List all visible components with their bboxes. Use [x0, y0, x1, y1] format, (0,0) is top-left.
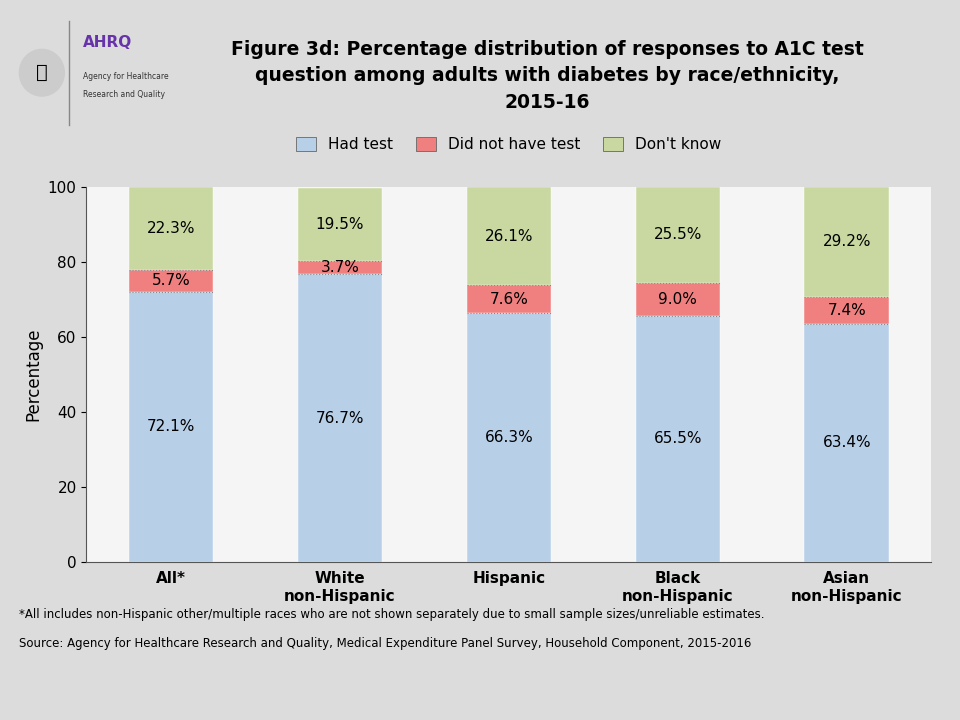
Bar	[129, 270, 213, 292]
Text: 19.5%: 19.5%	[316, 217, 364, 232]
Bar	[636, 187, 720, 283]
Legend: Had test, Did not have test, Don't know: Had test, Did not have test, Don't know	[290, 131, 728, 158]
Text: 7.4%: 7.4%	[828, 303, 866, 318]
Text: 29.2%: 29.2%	[823, 235, 871, 249]
Circle shape	[19, 50, 64, 96]
Text: 5.7%: 5.7%	[152, 274, 190, 289]
Y-axis label: Percentage: Percentage	[24, 328, 42, 421]
Text: 25.5%: 25.5%	[654, 228, 702, 243]
Bar	[298, 188, 382, 261]
Text: 9.0%: 9.0%	[659, 292, 697, 307]
Text: 76.7%: 76.7%	[316, 410, 364, 426]
Text: AHRQ: AHRQ	[84, 35, 132, 50]
Bar	[467, 313, 551, 562]
Bar	[129, 186, 213, 270]
Text: 66.3%: 66.3%	[485, 430, 533, 445]
Bar	[467, 285, 551, 313]
Bar	[804, 297, 889, 324]
Text: Source: Agency for Healthcare Research and Quality, Medical Expenditure Panel Su: Source: Agency for Healthcare Research a…	[19, 637, 752, 650]
Text: Figure 3d: Percentage distribution of responses to A1C test
question among adult: Figure 3d: Percentage distribution of re…	[230, 40, 864, 112]
Bar	[804, 324, 889, 562]
Text: Agency for Healthcare: Agency for Healthcare	[84, 72, 169, 81]
Text: 22.3%: 22.3%	[147, 221, 195, 236]
Bar	[467, 187, 551, 285]
Text: 65.5%: 65.5%	[654, 431, 702, 446]
Bar	[804, 187, 889, 297]
Text: 7.6%: 7.6%	[490, 292, 528, 307]
Bar	[636, 316, 720, 562]
Bar	[298, 261, 382, 274]
Text: *All includes non-Hispanic other/multiple races who are not shown separately due: *All includes non-Hispanic other/multipl…	[19, 608, 765, 621]
Bar	[129, 292, 213, 562]
Bar	[298, 274, 382, 562]
Text: 72.1%: 72.1%	[147, 419, 195, 434]
Text: 26.1%: 26.1%	[485, 228, 533, 243]
Text: 63.4%: 63.4%	[823, 436, 871, 451]
Bar	[636, 283, 720, 316]
Text: Research and Quality: Research and Quality	[84, 90, 165, 99]
Text: 3.7%: 3.7%	[321, 260, 359, 275]
Text: 🦅: 🦅	[36, 63, 48, 82]
